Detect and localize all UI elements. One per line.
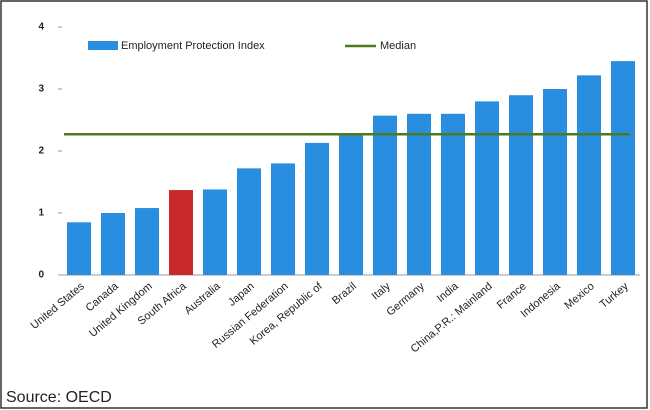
bar [135,208,159,275]
source-note: Source: OECD [6,389,112,406]
bar [271,163,295,275]
bar [509,95,533,275]
bar [169,190,193,275]
bar [441,113,465,275]
bar [237,168,261,275]
bar [475,101,499,276]
y-tick-label: 0 [38,270,44,281]
bar [305,142,329,275]
legend-label: Median [380,40,416,52]
y-tick-label: 2 [38,146,44,157]
bar [407,113,431,275]
legend-swatch [88,41,118,50]
bar [101,213,125,275]
bar [543,89,567,275]
bar [373,115,397,275]
bar [611,61,635,275]
y-tick-label: 1 [38,208,44,219]
legend-label: Employment Protection Index [121,40,265,52]
bar [577,75,601,275]
bar [339,134,363,275]
y-tick-label: 3 [38,84,44,95]
bar [203,189,227,275]
y-tick-label: 4 [38,22,44,33]
bar [67,222,91,275]
